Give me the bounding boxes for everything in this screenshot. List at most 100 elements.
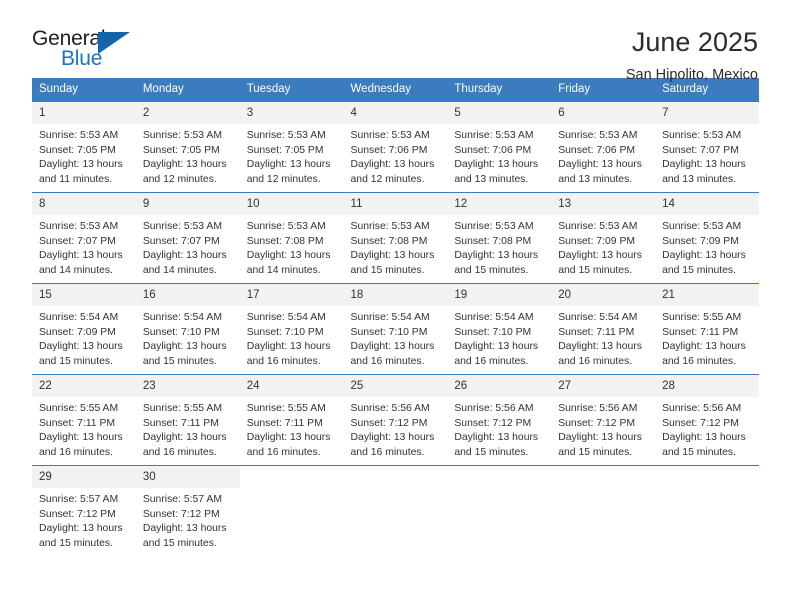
triangle-icon	[98, 32, 130, 54]
day-sun-info: Sunrise: 5:53 AM Sunset: 7:07 PM Daylight:…	[655, 124, 759, 187]
day-number: 6	[551, 102, 656, 124]
day-cell: 4 Sunrise: 5:53 AM Sunset: 7:06 PM Daylight…	[343, 102, 448, 192]
calendar-cell-day[interactable]: 5 Sunrise: 5:53 AM Sunset: 7:06 PM Daylight…	[447, 101, 552, 193]
calendar-cell-day[interactable]: 28 Sunrise: 5:56 AM Sunset: 7:12 PM Dayligh…	[655, 374, 759, 466]
sunrise-text: Sunrise: 5:56 AM	[454, 403, 534, 414]
calendar-cell-day[interactable]: 30 Sunrise: 5:57 AM Sunset: 7:12 PM Dayligh…	[135, 465, 240, 556]
daylight-text: Daylight: 13 hours and 16 minutes.	[662, 341, 746, 367]
calendar-cell-day[interactable]: 11 Sunrise: 5:53 AM Sunset: 7:08 PM Dayligh…	[343, 192, 448, 284]
sunrise-text: Sunrise: 5:53 AM	[39, 130, 119, 141]
day-cell: 12 Sunrise: 5:53 AM Sunset: 7:08 PM Dayligh…	[447, 193, 552, 283]
daylight-text: Daylight: 13 hours and 15 minutes.	[662, 250, 746, 276]
day-number: 10	[239, 193, 344, 215]
sunset-text: Sunset: 7:06 PM	[350, 144, 428, 156]
day-sun-info: Sunrise: 5:53 AM Sunset: 7:08 PM Daylight:…	[344, 215, 448, 278]
sunset-text: Sunset: 7:12 PM	[662, 417, 739, 429]
calendar-week-row: 22 Sunrise: 5:55 AM Sunset: 7:11 PM Dayligh…	[32, 374, 759, 466]
logo-text-blue: Blue	[61, 47, 103, 70]
calendar-cell-day[interactable]: 4 Sunrise: 5:53 AM Sunset: 7:06 PM Daylight…	[343, 101, 448, 193]
daylight-text: Daylight: 13 hours and 15 minutes.	[558, 250, 642, 276]
daylight-text: Daylight: 13 hours and 13 minutes.	[454, 159, 539, 185]
day-cell: 8 Sunrise: 5:53 AM Sunset: 7:07 PM Daylight…	[32, 193, 136, 283]
day-cell: 22 Sunrise: 5:55 AM Sunset: 7:11 PM Dayligh…	[32, 375, 136, 465]
sunset-text: Sunset: 7:11 PM	[558, 326, 635, 338]
sunrise-text: Sunrise: 5:53 AM	[246, 221, 326, 232]
day-sun-info: Sunrise: 5:54 AM Sunset: 7:11 PM Daylight:…	[551, 306, 655, 369]
calendar-cell-empty	[447, 465, 552, 556]
calendar-cell-day[interactable]: 16 Sunrise: 5:54 AM Sunset: 7:10 PM Dayligh…	[135, 283, 240, 375]
day-number: 25	[343, 375, 448, 397]
calendar-cell-day[interactable]: 22 Sunrise: 5:55 AM Sunset: 7:11 PM Dayligh…	[32, 374, 136, 466]
calendar-cell-day[interactable]: 7 Sunrise: 5:53 AM Sunset: 7:07 PM Daylight…	[655, 101, 759, 193]
calendar-cell-day[interactable]: 29 Sunrise: 5:57 AM Sunset: 7:12 PM Dayligh…	[32, 465, 136, 556]
sunrise-text: Sunrise: 5:53 AM	[454, 130, 534, 141]
calendar-cell-day[interactable]: 14 Sunrise: 5:53 AM Sunset: 7:09 PM Dayligh…	[655, 192, 759, 284]
day-sun-info: Sunrise: 5:57 AM Sunset: 7:12 PM Daylight:…	[32, 488, 136, 551]
calendar-cell-day[interactable]: 8 Sunrise: 5:53 AM Sunset: 7:07 PM Daylight…	[32, 192, 136, 284]
daylight-text: Daylight: 13 hours and 14 minutes.	[246, 250, 331, 276]
day-sun-info: Sunrise: 5:54 AM Sunset: 7:10 PM Daylight:…	[447, 306, 551, 369]
calendar-cell-day[interactable]: 25 Sunrise: 5:56 AM Sunset: 7:12 PM Dayligh…	[343, 374, 448, 466]
day-sun-info: Sunrise: 5:53 AM Sunset: 7:06 PM Daylight:…	[344, 124, 448, 187]
calendar-cell-day[interactable]: 17 Sunrise: 5:54 AM Sunset: 7:10 PM Dayligh…	[239, 283, 344, 375]
sunrise-text: Sunrise: 5:54 AM	[350, 312, 430, 323]
day-cell: 15 Sunrise: 5:54 AM Sunset: 7:09 PM Dayligh…	[32, 284, 136, 374]
day-cell: 17 Sunrise: 5:54 AM Sunset: 7:10 PM Dayligh…	[239, 284, 344, 374]
sunrise-text: Sunrise: 5:56 AM	[350, 403, 430, 414]
calendar-cell-day[interactable]: 23 Sunrise: 5:55 AM Sunset: 7:11 PM Dayligh…	[135, 374, 240, 466]
day-number: 18	[343, 284, 448, 306]
sunrise-text: Sunrise: 5:53 AM	[246, 130, 326, 141]
day-number: 22	[32, 375, 136, 397]
calendar-cell-day[interactable]: 2 Sunrise: 5:53 AM Sunset: 7:05 PM Daylight…	[135, 101, 240, 193]
day-number: 27	[551, 375, 656, 397]
weekday-header-saturday: Saturday	[655, 78, 759, 102]
calendar-cell-day[interactable]: 21 Sunrise: 5:55 AM Sunset: 7:11 PM Dayligh…	[655, 283, 759, 375]
day-number	[447, 466, 552, 488]
sunset-text: Sunset: 7:10 PM	[142, 326, 220, 338]
calendar-cell-day[interactable]: 18 Sunrise: 5:54 AM Sunset: 7:10 PM Dayligh…	[343, 283, 448, 375]
sunset-text: Sunset: 7:05 PM	[39, 144, 116, 156]
calendar-cell-day[interactable]: 10 Sunrise: 5:53 AM Sunset: 7:08 PM Dayligh…	[239, 192, 344, 284]
weekday-header-sunday: Sunday	[32, 78, 136, 102]
day-number	[239, 466, 344, 488]
calendar-cell-day[interactable]: 24 Sunrise: 5:55 AM Sunset: 7:11 PM Dayligh…	[239, 374, 344, 466]
day-sun-info: Sunrise: 5:55 AM Sunset: 7:11 PM Daylight:…	[655, 306, 759, 369]
calendar-cell-day[interactable]: 27 Sunrise: 5:56 AM Sunset: 7:12 PM Dayligh…	[551, 374, 656, 466]
calendar-cell-day[interactable]: 13 Sunrise: 5:53 AM Sunset: 7:09 PM Dayligh…	[551, 192, 656, 284]
calendar-cell-day[interactable]: 15 Sunrise: 5:54 AM Sunset: 7:09 PM Dayligh…	[32, 283, 136, 375]
sunset-text: Sunset: 7:11 PM	[662, 326, 739, 338]
calendar-cell-day[interactable]: 12 Sunrise: 5:53 AM Sunset: 7:08 PM Dayligh…	[447, 192, 552, 284]
day-sun-info: Sunrise: 5:53 AM Sunset: 7:05 PM Daylight:…	[32, 124, 136, 187]
daylight-text: Daylight: 13 hours and 16 minutes.	[350, 432, 435, 458]
location-subtitle: San Hipolito, Mexico	[625, 66, 758, 83]
calendar-cell-day[interactable]: 3 Sunrise: 5:53 AM Sunset: 7:05 PM Daylight…	[239, 101, 344, 193]
day-number	[551, 466, 656, 488]
day-cell: 5 Sunrise: 5:53 AM Sunset: 7:06 PM Daylight…	[447, 102, 552, 192]
calendar-cell-day[interactable]: 1 Sunrise: 5:53 AM Sunset: 7:05 PM Daylight…	[32, 101, 136, 193]
day-sun-info: Sunrise: 5:53 AM Sunset: 7:09 PM Daylight:…	[655, 215, 759, 278]
daylight-text: Daylight: 13 hours and 15 minutes.	[142, 341, 227, 367]
day-number: 12	[447, 193, 552, 215]
sunset-text: Sunset: 7:09 PM	[558, 235, 636, 247]
day-sun-info: Sunrise: 5:54 AM Sunset: 7:09 PM Daylight:…	[32, 306, 136, 369]
day-cell: 11 Sunrise: 5:53 AM Sunset: 7:08 PM Dayligh…	[343, 193, 448, 283]
calendar-week-row: 15 Sunrise: 5:54 AM Sunset: 7:09 PM Dayligh…	[32, 283, 759, 375]
sunset-text: Sunset: 7:12 PM	[558, 417, 636, 429]
calendar-cell-day[interactable]: 6 Sunrise: 5:53 AM Sunset: 7:06 PM Daylight…	[551, 101, 656, 193]
day-cell: 25 Sunrise: 5:56 AM Sunset: 7:12 PM Dayligh…	[343, 375, 448, 465]
daylight-text: Daylight: 13 hours and 14 minutes.	[39, 250, 123, 276]
sunrise-text: Sunrise: 5:55 AM	[246, 403, 326, 414]
calendar-cell-day[interactable]: 9 Sunrise: 5:53 AM Sunset: 7:07 PM Daylight…	[135, 192, 240, 284]
day-number: 1	[32, 102, 136, 124]
day-sun-info: Sunrise: 5:54 AM Sunset: 7:10 PM Daylight:…	[240, 306, 344, 369]
calendar-week-row: 1 Sunrise: 5:53 AM Sunset: 7:05 PM Daylight…	[32, 101, 759, 193]
calendar-cell-day[interactable]: 20 Sunrise: 5:54 AM Sunset: 7:11 PM Dayligh…	[551, 283, 656, 375]
general-blue-logo[interactable]: General Blue	[32, 26, 136, 78]
calendar-cell-empty	[655, 465, 759, 556]
calendar-cell-day[interactable]: 19 Sunrise: 5:54 AM Sunset: 7:10 PM Dayligh…	[447, 283, 552, 375]
sunrise-text: Sunrise: 5:53 AM	[142, 221, 222, 232]
day-number: 30	[135, 466, 240, 488]
calendar-cell-day[interactable]: 26 Sunrise: 5:56 AM Sunset: 7:12 PM Dayligh…	[447, 374, 552, 466]
calendar-cell-empty	[551, 465, 656, 556]
sunset-text: Sunset: 7:12 PM	[454, 417, 532, 429]
